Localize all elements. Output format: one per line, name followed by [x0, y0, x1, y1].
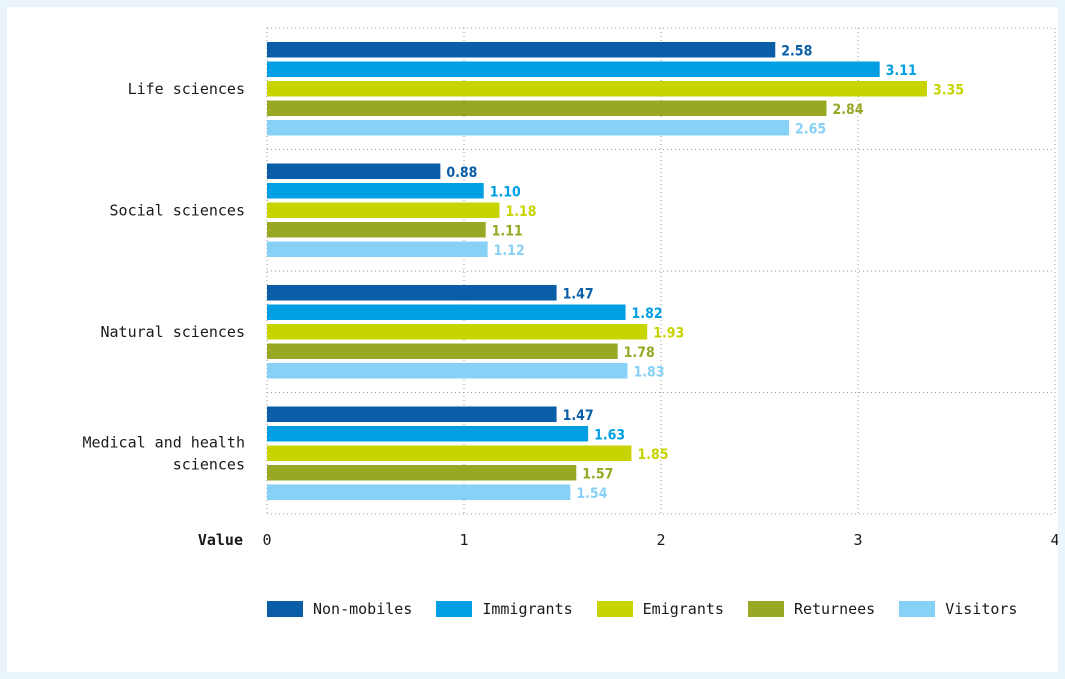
bar-value-label: 1.93	[653, 326, 684, 342]
x-tick-label: 0	[262, 531, 271, 549]
bar	[267, 222, 486, 238]
legend-item: Visitors	[899, 600, 1017, 618]
bar-value-label: 1.12	[494, 243, 525, 259]
bar	[267, 304, 626, 320]
x-tick-label: 2	[656, 531, 665, 549]
bar-value-label: 1.78	[624, 345, 655, 361]
bar	[267, 426, 589, 442]
bar-value-label: 3.11	[886, 63, 917, 79]
legend-swatch	[267, 601, 303, 617]
legend-label: Visitors	[945, 600, 1018, 618]
x-tick-label: 4	[1050, 531, 1058, 549]
chart-panel: 2.58 3.11 3.35 2.84 2.65 0.88 1.10 1.18 1.11 1.12…	[7, 7, 1058, 672]
legend-item: Non-mobiles	[267, 600, 412, 618]
legend-label: Non-mobiles	[313, 600, 413, 618]
bar-value-label: 1.54	[576, 486, 607, 502]
bar	[267, 241, 488, 257]
bar	[267, 285, 557, 301]
bar-value-label: 1.47	[563, 408, 594, 424]
category-labels: Life sciences Social sciences Natural scie…	[82, 80, 245, 474]
bar-value-label: 1.18	[505, 204, 536, 220]
legend-item: Immigrants	[436, 600, 573, 618]
bar	[267, 100, 827, 116]
bar-value-label: 2.84	[832, 102, 863, 118]
bars	[267, 42, 927, 500]
legend-swatch	[596, 601, 633, 617]
x-tick-labels: 0 1 2 3 4	[262, 531, 1058, 549]
x-tick-label: 1	[459, 531, 468, 549]
legend-swatch	[899, 601, 936, 617]
category-label: Social sciences	[110, 201, 245, 219]
bar	[267, 465, 577, 481]
category-label: Life sciences	[128, 80, 245, 98]
bar	[267, 324, 648, 340]
bar-value-label: 2.58	[781, 44, 812, 60]
legend-label: Immigrants	[482, 600, 573, 618]
bar-value-label: 1.57	[582, 467, 613, 483]
value-labels: 2.58 3.11 3.35 2.84 2.65 0.88 1.10 1.18 1.11 1.12…	[446, 44, 964, 503]
bar-value-label: 1.85	[637, 447, 668, 463]
bar	[267, 183, 484, 199]
bar	[267, 363, 628, 379]
bar	[267, 163, 441, 179]
bar	[267, 202, 500, 218]
grid-lines	[266, 27, 1056, 515]
bar-value-label: 1.63	[594, 428, 625, 444]
bar	[267, 42, 776, 58]
x-axis-title: Value	[198, 531, 243, 549]
bar	[267, 61, 880, 77]
legend: Non-mobiles Immigrants Emigrants Returnees V…	[267, 599, 1041, 619]
bar-chart: 2.58 3.11 3.35 2.84 2.65 0.88 1.10 1.18 1.11 1.12…	[82, 27, 1058, 549]
legend-label: Emigrants	[642, 600, 724, 618]
legend-swatch	[747, 601, 784, 617]
bar-value-label: 3.35	[933, 83, 964, 99]
bar-value-label: 2.65	[795, 122, 826, 138]
bar	[267, 120, 790, 136]
bar	[267, 81, 927, 97]
bar	[267, 445, 632, 461]
bar-value-label: 1.83	[634, 365, 665, 381]
bar-value-label: 1.82	[632, 306, 663, 322]
bar	[267, 343, 618, 359]
bar-value-label: 1.11	[492, 224, 523, 240]
bar	[267, 406, 557, 422]
legend-item: Emigrants	[596, 600, 724, 618]
bar-value-label: 1.47	[563, 287, 594, 303]
legend-swatch	[436, 601, 473, 617]
bar-value-label: 0.88	[446, 165, 477, 181]
bar-value-label: 1.10	[490, 185, 521, 201]
legend-item: Returnees	[747, 600, 876, 618]
bar	[267, 484, 571, 500]
legend-label: Returnees	[793, 600, 876, 618]
category-label: Medical and health sciences	[82, 433, 245, 473]
category-label: Natural sciences	[101, 323, 246, 341]
x-tick-label: 3	[853, 531, 862, 549]
